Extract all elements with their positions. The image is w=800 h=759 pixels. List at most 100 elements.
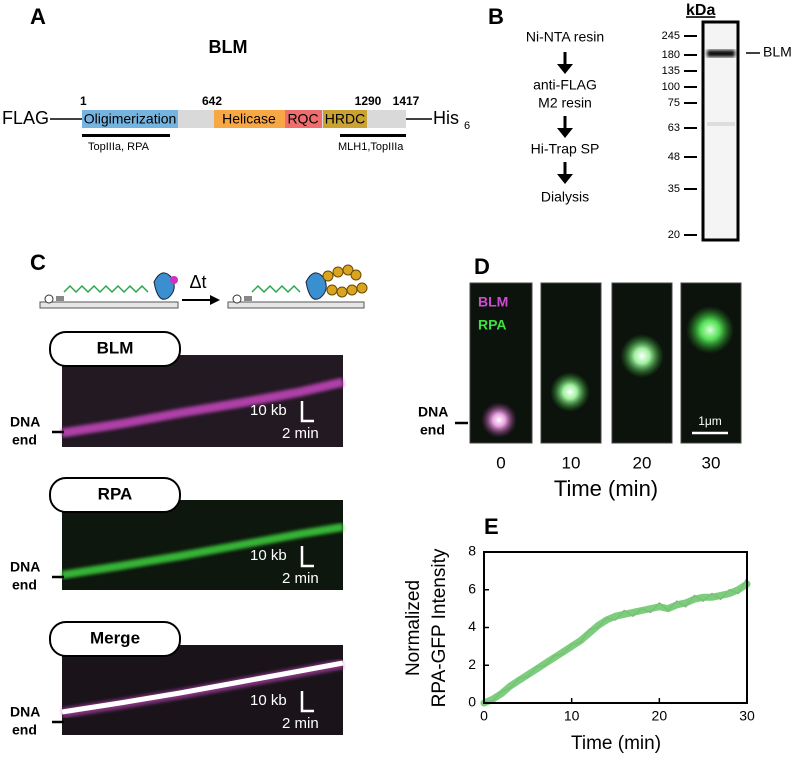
scale-label: 10 kb bbox=[250, 547, 287, 564]
panel-c-kymographs: BLM RPA Merge 10 kb 2 min DNA end 10 kb 2 min… bbox=[10, 331, 345, 738]
marker-label: 100 bbox=[662, 81, 680, 93]
shape bbox=[557, 64, 573, 74]
channel-label: BLM bbox=[478, 294, 508, 310]
time-label: 30 bbox=[702, 453, 721, 472]
dna-end-label: end bbox=[12, 432, 37, 448]
dna bbox=[251, 284, 301, 294]
spot bbox=[686, 306, 734, 354]
kymo-label: Merge bbox=[90, 628, 140, 647]
y-tick-label: 4 bbox=[468, 618, 476, 634]
panel-label: D bbox=[474, 254, 490, 279]
gel-unit: kDa bbox=[686, 2, 715, 19]
y-axis-title: Normalized bbox=[403, 580, 424, 676]
bead bbox=[44, 294, 54, 304]
position: 1 bbox=[80, 94, 87, 108]
position: 642 bbox=[202, 94, 222, 108]
marker-label: 245 bbox=[662, 30, 680, 42]
scale-label: 10 kb bbox=[250, 692, 287, 709]
dna-end-label: end bbox=[12, 577, 37, 593]
time-label: 10 bbox=[562, 453, 581, 472]
domain bbox=[214, 110, 285, 128]
shape bbox=[557, 174, 573, 184]
purification-step: M2 resin bbox=[538, 95, 592, 111]
purification-step: Hi-Trap SP bbox=[531, 141, 600, 157]
marker-label: 180 bbox=[662, 49, 680, 61]
c-tag-subscript: 6 bbox=[464, 120, 470, 132]
blm-cartoon bbox=[153, 272, 175, 300]
kymo-trace bbox=[61, 523, 344, 579]
gel-band bbox=[707, 122, 735, 126]
panel-label: E bbox=[484, 514, 499, 539]
label-pill bbox=[49, 621, 181, 657]
dna-end-label: DNA bbox=[10, 414, 40, 430]
dna-end-label: end bbox=[420, 422, 445, 438]
interaction-bar bbox=[82, 134, 170, 137]
y-tick-label: 8 bbox=[468, 543, 476, 559]
shape bbox=[336, 286, 348, 298]
purification-step: Dialysis bbox=[541, 189, 589, 205]
bead bbox=[232, 294, 242, 304]
kymo-label: RPA bbox=[98, 484, 133, 503]
domain bbox=[323, 110, 367, 128]
x-tick-label: 10 bbox=[564, 708, 580, 724]
scale-label: 2 min bbox=[282, 570, 319, 587]
surface bbox=[39, 301, 179, 309]
anchor bbox=[244, 296, 252, 301]
dna-end-label: end bbox=[12, 722, 37, 738]
marker-label: 135 bbox=[662, 65, 680, 77]
arrow bbox=[210, 295, 220, 305]
panel-b: Ni-NTA resin anti-FLAG M2 resin Hi-Trap … bbox=[526, 2, 792, 242]
domain-label: Helicase bbox=[222, 111, 276, 127]
arrows bbox=[557, 52, 573, 184]
domain bbox=[82, 110, 178, 128]
spot bbox=[481, 402, 517, 438]
shape bbox=[350, 269, 362, 281]
shape bbox=[322, 270, 334, 282]
position: 1417 bbox=[393, 94, 420, 108]
shape bbox=[342, 264, 354, 276]
gel bbox=[701, 20, 740, 242]
n-tag: FLAG bbox=[2, 108, 49, 128]
marker-label: 35 bbox=[668, 183, 680, 195]
interaction-label: MLH1,TopIIIa bbox=[338, 141, 404, 153]
panel-label: C bbox=[30, 250, 46, 275]
x-axis-title: Time (min) bbox=[571, 733, 661, 754]
panel-e: Normalized RPA-GFP Intensity Time (min) … bbox=[403, 543, 755, 754]
c-tag: His bbox=[433, 108, 459, 128]
y-axis-title: RPA-GFP Intensity bbox=[429, 548, 450, 707]
shape bbox=[346, 284, 358, 296]
group: 245 180 135 100 75 63 48 35 20 bbox=[662, 30, 697, 241]
shape bbox=[326, 284, 338, 296]
scale-label: 2 min bbox=[282, 715, 319, 732]
axis-title: Time (min) bbox=[554, 476, 658, 501]
gel-band bbox=[707, 50, 735, 57]
panel-label: B bbox=[488, 4, 504, 29]
spot bbox=[550, 372, 590, 412]
delta-t: Δt bbox=[189, 272, 206, 292]
blm-cartoon bbox=[305, 272, 327, 300]
x-tick-label: 0 bbox=[480, 708, 488, 724]
micrograph bbox=[540, 282, 602, 444]
surface bbox=[227, 301, 365, 309]
domain-label: HRDC bbox=[325, 111, 365, 127]
dna-end-label: DNA bbox=[418, 404, 448, 420]
x-tick-label: 30 bbox=[739, 708, 755, 724]
marker-label: 48 bbox=[668, 151, 680, 163]
group: 10 kb 2 min DNA end 10 kb 2 min DNA end 10 kb 2 m… bbox=[10, 401, 319, 738]
scale-bar bbox=[300, 401, 314, 423]
rpa-cartoon bbox=[322, 264, 368, 298]
domain-label: RQC bbox=[287, 111, 318, 127]
shape bbox=[356, 282, 368, 294]
domain bbox=[285, 110, 322, 128]
purification-step: Ni-NTA resin bbox=[526, 29, 604, 45]
dna-end-label: DNA bbox=[10, 704, 40, 720]
time-label: 0 bbox=[496, 453, 505, 472]
position: 1290 bbox=[355, 94, 382, 108]
x-tick-label: 20 bbox=[652, 708, 668, 724]
data-line bbox=[480, 580, 751, 707]
panel-label: A bbox=[30, 4, 46, 29]
y-tick-label: 2 bbox=[468, 656, 476, 672]
domain-label: Oligimerization bbox=[84, 111, 177, 127]
